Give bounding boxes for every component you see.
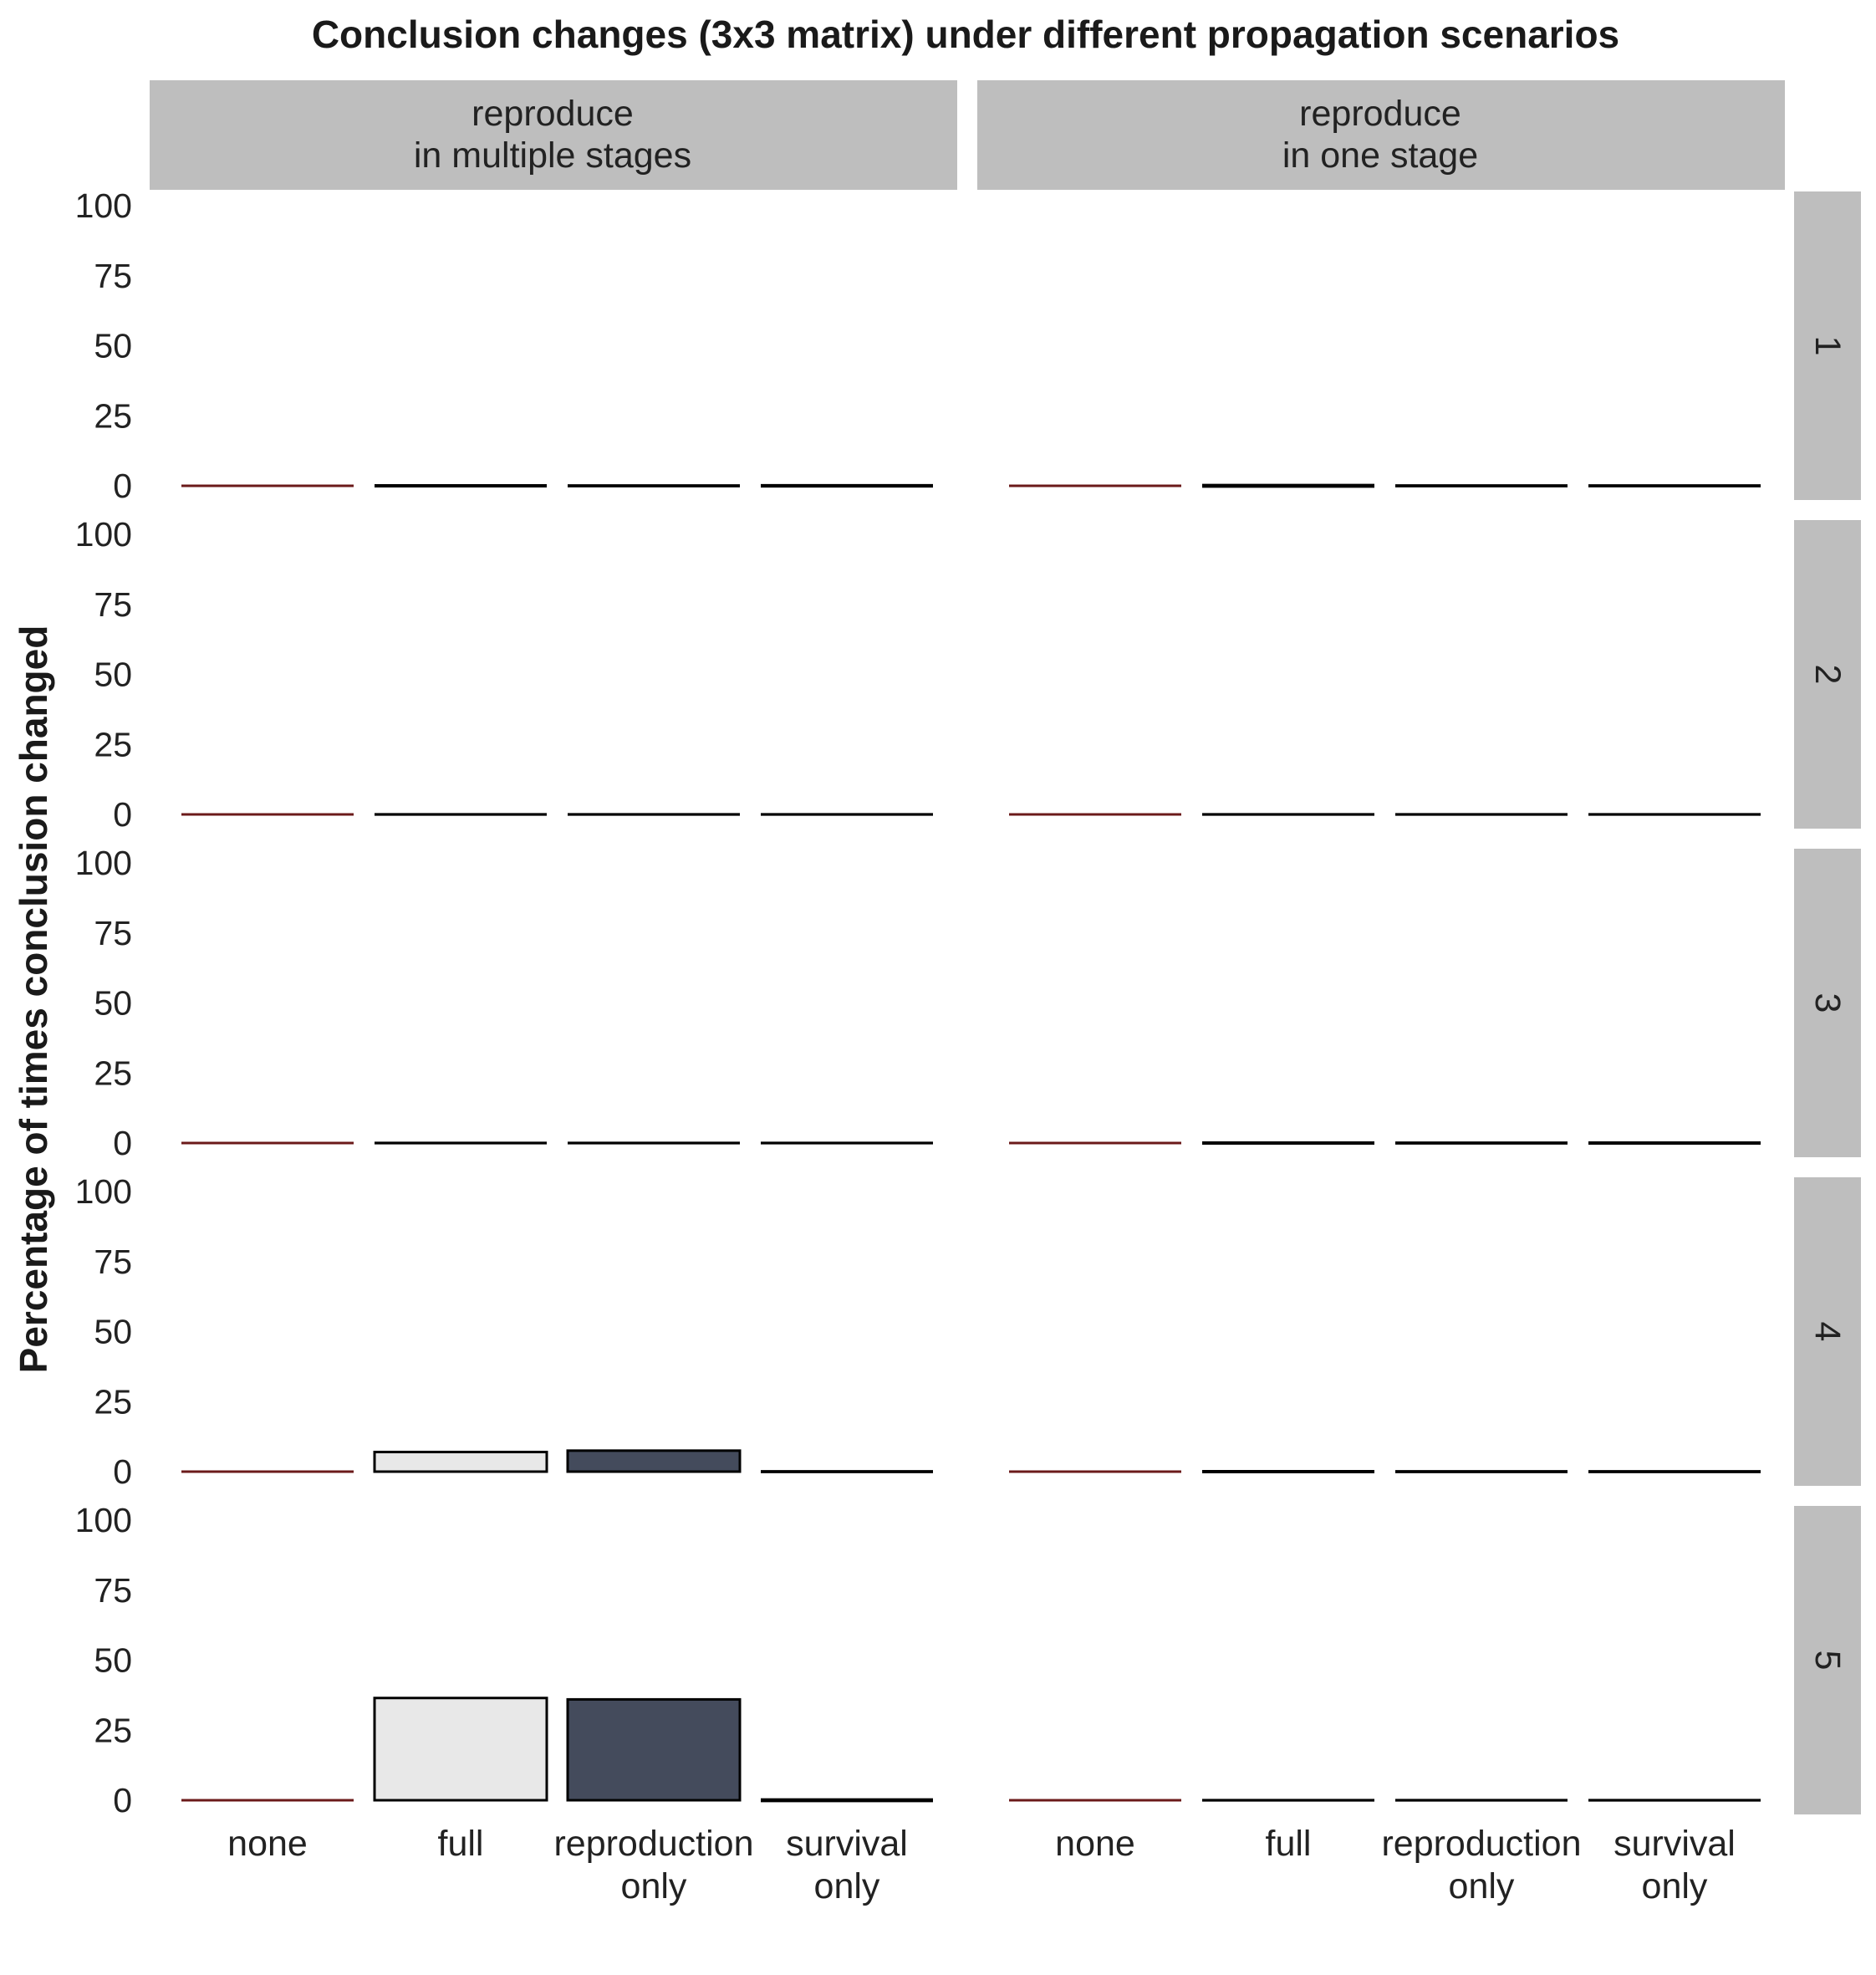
y-tick-label-row3-75: 75 <box>94 914 132 952</box>
y-tick-label-row4-100: 100 <box>75 1172 132 1211</box>
row-strip-1 <box>1794 191 1861 500</box>
x-tick-label-col1-1-line1: none <box>227 1824 308 1864</box>
row-strip-label-3: 3 <box>1807 993 1848 1013</box>
row-strip-label-5: 5 <box>1807 1651 1848 1671</box>
y-tick-label-row3-25: 25 <box>94 1054 132 1092</box>
x-tick-label-col1-3-line1: reproduction <box>553 1824 753 1864</box>
facet-panels: 0 25 50 75 100 0 25 50 75 100 0 25 50 75 100 0 25 50 75 100… <box>75 186 1761 1819</box>
y-tick-label-row2-50: 50 <box>94 656 132 694</box>
chart-title: Conclusion changes (3x3 matrix) under di… <box>312 13 1619 56</box>
column-strip-label-2-line1: reproduce <box>1299 94 1461 134</box>
x-tick-label-col1-4-line2: only <box>814 1866 880 1906</box>
y-tick-label-row5-0: 0 <box>113 1781 132 1819</box>
bar-row5-col1-reproduction <box>566 1697 742 1802</box>
y-tick-label-row4-25: 25 <box>94 1382 132 1421</box>
y-tick-label-row1-25: 25 <box>94 396 132 435</box>
y-tick-label-row4-50: 50 <box>94 1313 132 1351</box>
y-tick-label-row2-25: 25 <box>94 725 132 763</box>
y-tick-label-row5-100: 100 <box>75 1501 132 1539</box>
row-strip-2 <box>1794 520 1861 829</box>
bar-row4-col1-reproduction <box>566 1449 742 1473</box>
row-strip-4 <box>1794 1177 1861 1486</box>
x-tick-label-col2-2-line1: full <box>1266 1824 1312 1864</box>
column-strip-label-1-line2: in multiple stages <box>414 135 691 176</box>
y-tick-label-row1-100: 100 <box>75 186 132 225</box>
y-tick-label-row4-0: 0 <box>113 1452 132 1491</box>
x-tick-label-col2-4-line2: only <box>1642 1866 1708 1906</box>
y-tick-label-row5-25: 25 <box>94 1711 132 1749</box>
x-tick-label-col2-4-line1: survival <box>1613 1824 1736 1864</box>
y-tick-label-row3-100: 100 <box>75 844 132 882</box>
row-strip-label-2: 2 <box>1807 665 1848 685</box>
bar-row5-col1-full <box>373 1697 548 1802</box>
column-strip-label-1-line1: reproduce <box>472 94 634 134</box>
column-strip-label-2-line2: in one stage <box>1282 135 1478 176</box>
x-tick-label-col1-3-line2: only <box>621 1866 687 1906</box>
y-tick-label-row1-75: 75 <box>94 257 132 295</box>
x-axis-labels: none full reproductiononlysurvivalonlynone… <box>227 1824 1736 1906</box>
row-strip-3 <box>1794 849 1861 1157</box>
column-strip-1 <box>150 80 957 190</box>
y-tick-label-row1-0: 0 <box>113 467 132 505</box>
bar-row4-col1-full <box>373 1451 548 1473</box>
y-tick-label-row5-50: 50 <box>94 1641 132 1680</box>
y-tick-label-row4-75: 75 <box>94 1243 132 1281</box>
y-tick-label-row3-50: 50 <box>94 984 132 1023</box>
y-tick-label-row3-0: 0 <box>113 1124 132 1162</box>
row-strip-5 <box>1794 1506 1861 1814</box>
x-tick-label-col2-3-line1: reproduction <box>1381 1824 1581 1864</box>
column-strip-2 <box>977 80 1785 190</box>
x-tick-label-col1-4-line1: survival <box>786 1824 908 1864</box>
x-tick-label-col2-3-line2: only <box>1449 1866 1515 1906</box>
row-strip-label-4: 4 <box>1807 1322 1848 1342</box>
row-strip-label-1: 1 <box>1807 336 1848 356</box>
y-tick-label-row2-0: 0 <box>113 795 132 834</box>
y-tick-label-row5-75: 75 <box>94 1571 132 1610</box>
x-tick-label-col1-2-line1: full <box>438 1824 484 1864</box>
x-tick-label-col2-1-line1: none <box>1055 1824 1135 1864</box>
y-tick-label-row2-75: 75 <box>94 585 132 624</box>
y-tick-label-row2-100: 100 <box>75 515 132 554</box>
y-axis-label: Percentage of times conclusion changed <box>12 625 55 1374</box>
y-tick-label-row1-50: 50 <box>94 327 132 365</box>
